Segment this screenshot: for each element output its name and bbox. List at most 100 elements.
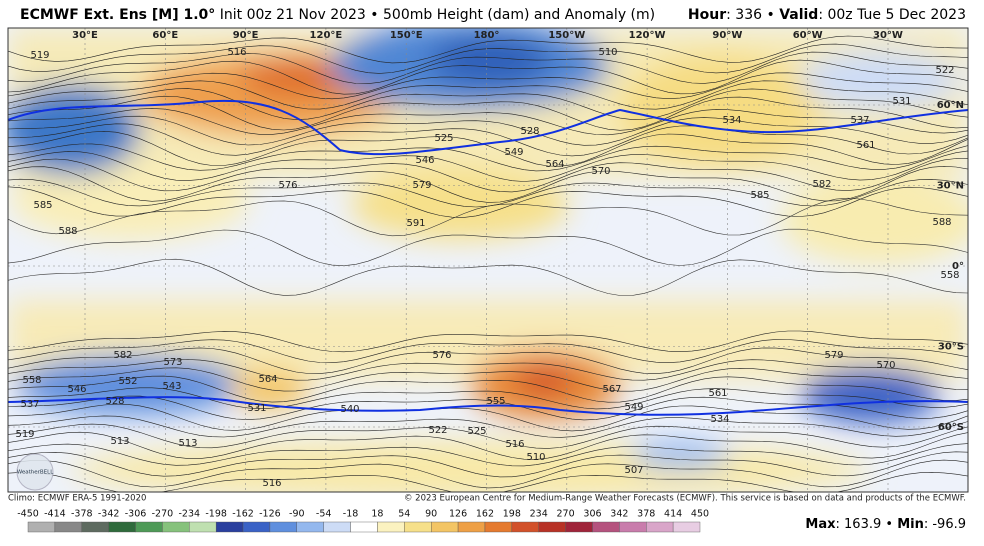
colorbar-tick-label: -450 bbox=[17, 509, 39, 520]
contour-label: 588 bbox=[932, 217, 951, 228]
contour-label: 549 bbox=[504, 147, 523, 158]
contour-line bbox=[8, 115, 968, 146]
colorbar-swatch bbox=[27, 521, 56, 533]
colorbar-swatch bbox=[350, 521, 378, 533]
latitude-label: 60°N bbox=[937, 100, 964, 111]
contour-label: 552 bbox=[118, 376, 137, 387]
colorbar-swatch bbox=[162, 521, 190, 533]
map-frame bbox=[7, 27, 969, 493]
contour-label: 546 bbox=[67, 384, 86, 395]
max-text: : 163.9 • bbox=[836, 517, 898, 532]
colorbar-tick-label: -162 bbox=[232, 509, 254, 520]
contour-line bbox=[8, 59, 968, 95]
longitude-label: 120°E bbox=[310, 30, 343, 41]
contour-label: 540 bbox=[340, 404, 359, 415]
colorbar-swatch bbox=[565, 521, 593, 533]
contour-label: 570 bbox=[876, 360, 895, 371]
colorbar-swatch bbox=[511, 521, 539, 533]
contour-line bbox=[8, 123, 968, 157]
map: 519 516 5105225315375345285255465495645705… bbox=[8, 28, 968, 492]
colorbar-tick-label: -378 bbox=[71, 509, 93, 520]
contour-line bbox=[8, 387, 968, 410]
contour-label: 582 bbox=[113, 350, 132, 361]
contour-label: 579 bbox=[824, 350, 843, 361]
contour-labels: 519 516 5105225315375345285255465495645705… bbox=[15, 47, 959, 489]
contour-540-north bbox=[8, 99, 968, 156]
contour-label: 507 bbox=[624, 465, 643, 476]
contour-label: 537 bbox=[850, 115, 869, 126]
colorbar-tick-label: 18 bbox=[371, 509, 383, 520]
contour-label: 510 bbox=[526, 452, 545, 463]
contour-label: 561 bbox=[856, 140, 875, 151]
contour-line bbox=[8, 471, 968, 492]
colorbar-tick-label: -90 bbox=[289, 509, 305, 520]
contour-line bbox=[8, 88, 968, 120]
contour-label: 558 bbox=[22, 375, 41, 386]
longitude-label: 120°W bbox=[629, 30, 666, 41]
contour-line bbox=[8, 197, 968, 237]
contour-label: 528 bbox=[520, 126, 539, 137]
contour-label: 525 bbox=[434, 133, 453, 144]
contour-line bbox=[8, 130, 968, 167]
contour-label: 534 bbox=[710, 414, 729, 425]
colorbar-tick-label: 414 bbox=[664, 509, 682, 520]
colorbar-swatch bbox=[81, 521, 109, 533]
colorbar-tick-label: 126 bbox=[449, 509, 467, 520]
contour-label: 582 bbox=[812, 179, 831, 190]
latitude-label: 0° bbox=[952, 261, 964, 272]
contour-label: 519 bbox=[15, 429, 34, 440]
contour-label: 531 bbox=[247, 403, 266, 414]
contour-line bbox=[8, 43, 968, 74]
contour-line bbox=[8, 330, 968, 353]
contour-label: 516 bbox=[227, 47, 246, 58]
max-label: Max bbox=[805, 517, 836, 532]
contour-label: 591 bbox=[406, 218, 425, 229]
header-title-line: ECMWF Ext. Ens [M] 1.0° Init 00z 21 Nov … bbox=[20, 7, 655, 23]
contour-label: 573 bbox=[163, 357, 182, 368]
logo-text: WeatherBELL bbox=[17, 470, 54, 476]
contour-label: 510 bbox=[598, 47, 617, 58]
contour-label: 561 bbox=[708, 388, 727, 399]
contour-label: 585 bbox=[750, 190, 769, 201]
contour-label: 564 bbox=[545, 159, 564, 170]
contour-label: 567 bbox=[602, 384, 621, 395]
colorbar-tick-label: 162 bbox=[476, 509, 494, 520]
colorbar-swatch bbox=[54, 521, 82, 533]
colorbar-swatch bbox=[323, 521, 351, 533]
contour-label: 525 bbox=[467, 426, 486, 437]
contour-line bbox=[8, 339, 968, 364]
contour-line bbox=[8, 451, 968, 478]
valid-text: : 00z Tue 5 Dec 2023 bbox=[818, 7, 966, 23]
contour-line bbox=[8, 51, 968, 85]
colorbar-tick-label: 450 bbox=[691, 509, 709, 520]
longitude-label: 30°W bbox=[873, 30, 903, 41]
colorbar-tick-label: 54 bbox=[398, 509, 410, 520]
hour-text: : 336 • bbox=[726, 7, 779, 23]
longitude-label: 180° bbox=[474, 30, 500, 41]
colorbar-tick-label: -54 bbox=[316, 509, 332, 520]
contour-label: 576 bbox=[278, 180, 297, 191]
colorbar-swatch bbox=[108, 521, 136, 533]
longitude-label: 90°W bbox=[712, 30, 742, 41]
contour-line bbox=[8, 35, 968, 64]
colorbar-swatch bbox=[646, 521, 674, 533]
contour-label: 546 bbox=[415, 155, 434, 166]
contour-label: 516 bbox=[262, 478, 281, 489]
colorbar-swatch bbox=[457, 521, 486, 533]
colorbar-swatch bbox=[484, 521, 513, 533]
copyright: © 2023 European Centre for Medium-Range … bbox=[404, 494, 966, 504]
contour-line bbox=[8, 186, 968, 218]
contour-line bbox=[8, 108, 968, 136]
longitude-label: 90°E bbox=[233, 30, 259, 41]
contour-label: 522 bbox=[428, 425, 447, 436]
colorbar-tick-label: -414 bbox=[44, 509, 66, 520]
contour-label: 588 bbox=[58, 226, 77, 237]
valid-label: Valid bbox=[779, 7, 818, 23]
contour-line bbox=[8, 80, 968, 110]
header-valid-line: Hour: 336 • Valid: 00z Tue 5 Dec 2023 bbox=[688, 7, 966, 23]
subtitle: Init 00z 21 Nov 2023 • 500mb Height (dam… bbox=[215, 7, 655, 23]
hour-label: Hour bbox=[688, 7, 726, 23]
min-label: Min bbox=[897, 517, 924, 532]
